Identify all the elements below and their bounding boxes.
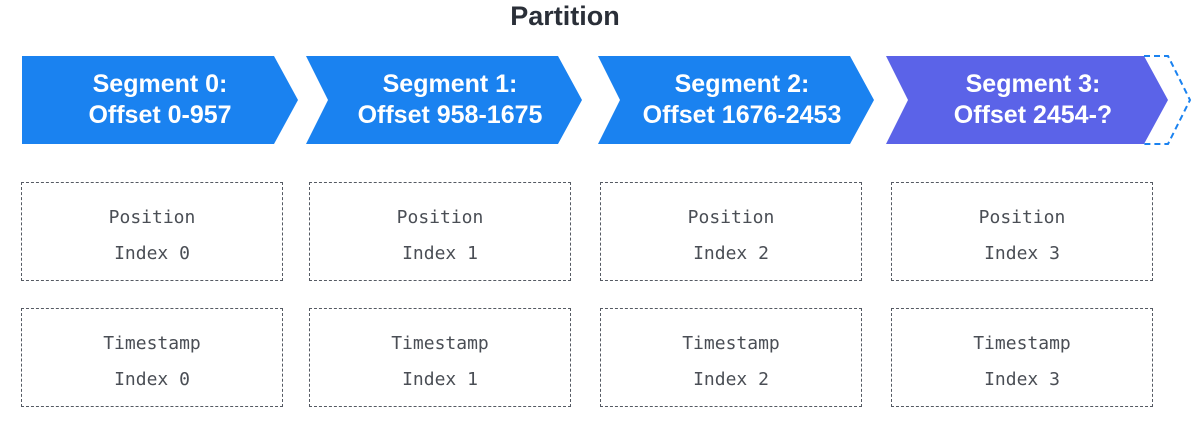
segment-0: Segment 0: Offset 0-957	[22, 56, 298, 144]
segment-3-label: Segment 3: Offset 2454-?	[892, 69, 1174, 131]
segment-2-offset: Offset 1676-2453	[642, 101, 842, 129]
position-index-box-1: Position Index 1	[309, 182, 571, 281]
position-index-value: Index 0	[114, 243, 190, 264]
timestamp-index-label: Timestamp	[973, 333, 1071, 354]
timestamp-index-label: Timestamp	[682, 333, 780, 354]
partition-title: Partition	[510, 1, 620, 31]
position-index-value: Index 2	[693, 243, 769, 264]
segment-0-label: Segment 0: Offset 0-957	[22, 69, 298, 131]
segment-1-offset: Offset 958-1675	[357, 101, 543, 129]
position-index-label: Position	[396, 207, 484, 228]
timestamp-index-value: Index 2	[693, 369, 769, 390]
position-index-label: Position	[978, 207, 1066, 228]
position-index-value: Index 1	[402, 243, 478, 264]
timestamp-index-value: Index 1	[402, 369, 478, 390]
timestamp-index-label: Timestamp	[391, 333, 489, 354]
segment-1-arrow-shape	[306, 56, 582, 144]
segment-2-title: Segment 2:	[674, 70, 810, 98]
segment-2-label: Segment 2: Offset 1676-2453	[604, 69, 880, 131]
segment-0-title: Segment 0:	[92, 70, 228, 98]
position-index-box-0: Position Index 0	[21, 182, 283, 281]
position-index-box-2: Position Index 2	[600, 182, 862, 281]
position-index-label: Position	[108, 207, 196, 228]
timestamp-index-value: Index 3	[984, 369, 1060, 390]
segment-0-offset: Offset 0-957	[88, 101, 232, 129]
timestamp-index-box-1: Timestamp Index 1	[309, 308, 571, 407]
position-index-value: Index 3	[984, 243, 1060, 264]
segment-1-title: Segment 1:	[382, 70, 518, 98]
segment-1-label: Segment 1: Offset 958-1675	[312, 69, 588, 131]
position-index-label: Position	[687, 207, 775, 228]
segment-2-arrow-shape	[598, 56, 874, 144]
timestamp-index-box-0: Timestamp Index 0	[21, 308, 283, 407]
timestamp-index-box-2: Timestamp Index 2	[600, 308, 862, 407]
segment-3-arrow-shape	[886, 55, 1192, 145]
timestamp-index-value: Index 0	[114, 369, 190, 390]
segment-3-offset: Offset 2454-?	[953, 101, 1113, 129]
timestamp-index-box-3: Timestamp Index 3	[891, 308, 1153, 407]
segment-3: Segment 3: Offset 2454-?	[886, 55, 1196, 145]
position-index-box-3: Position Index 3	[891, 182, 1153, 281]
segment-1: Segment 1: Offset 958-1675	[306, 56, 582, 144]
timestamp-index-label: Timestamp	[103, 333, 201, 354]
segment-0-arrow-shape	[22, 56, 298, 144]
segment-row: Segment 0: Offset 0-957 Segment 1: Offse…	[0, 55, 1200, 146]
segment-3-title: Segment 3:	[965, 70, 1101, 98]
segment-2: Segment 2: Offset 1676-2453	[598, 56, 874, 144]
